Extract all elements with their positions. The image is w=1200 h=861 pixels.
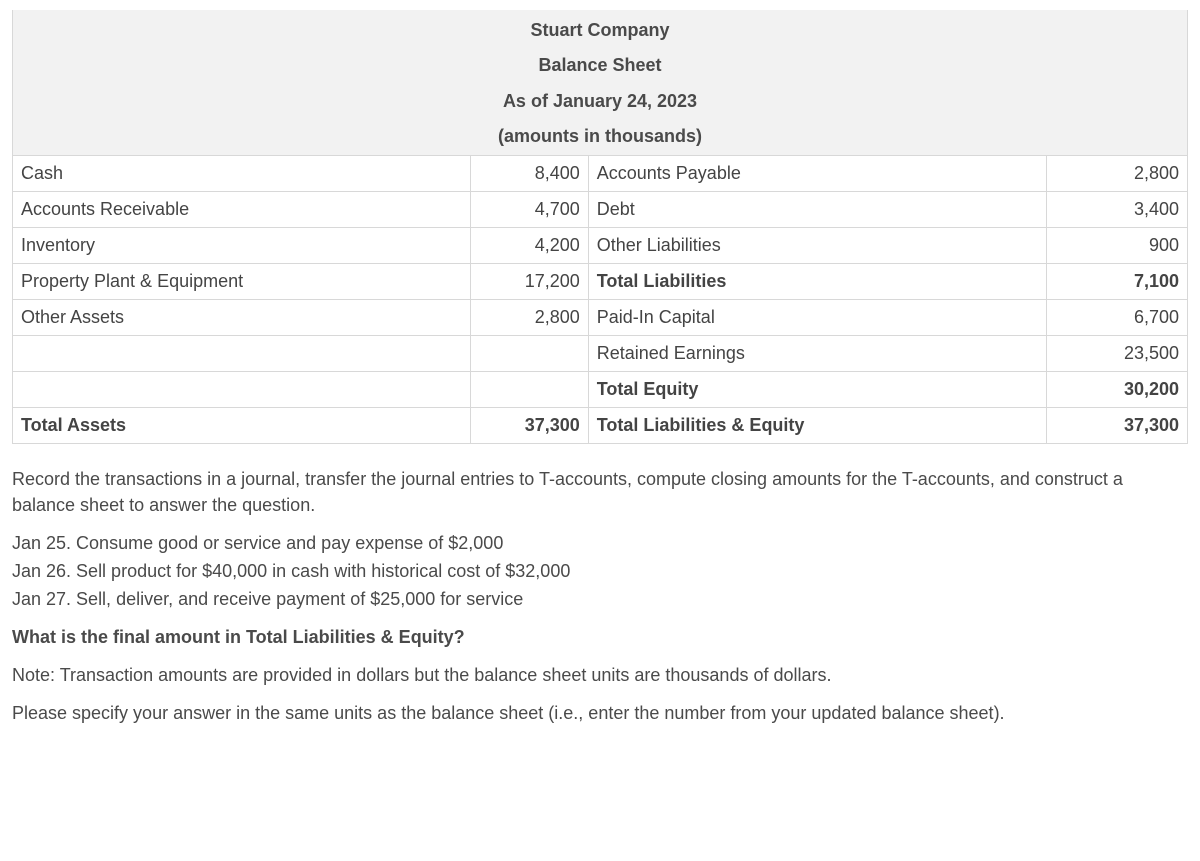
liab-equity-label: Total Liabilities & Equity [588,407,1046,443]
liab-equity-value: 900 [1047,227,1188,263]
doc-title: Balance Sheet [13,47,1188,83]
balance-sheet-table: Stuart Company Balance Sheet As of Janua… [12,10,1188,444]
liab-equity-label: Accounts Payable [588,155,1046,191]
liab-equity-label: Retained Earnings [588,335,1046,371]
liab-equity-value: 2,800 [1047,155,1188,191]
liab-equity-value: 6,700 [1047,299,1188,335]
asset-value: 17,200 [471,263,589,299]
liab-equity-value: 3,400 [1047,191,1188,227]
asset-label: Other Assets [13,299,471,335]
asset-label: Cash [13,155,471,191]
table-row: Total Equity30,200 [13,371,1188,407]
asset-label: Inventory [13,227,471,263]
liab-equity-label: Total Liabilities [588,263,1046,299]
table-row: Accounts Receivable4,700Debt3,400 [13,191,1188,227]
table-row: Other Assets2,800Paid-In Capital6,700 [13,299,1188,335]
liab-equity-label: Debt [588,191,1046,227]
asset-label [13,335,471,371]
question-text: What is the final amount in Total Liabil… [12,624,1188,650]
asset-label [13,371,471,407]
liab-equity-value: 30,200 [1047,371,1188,407]
transaction-line: Jan 25. Consume good or service and pay … [12,530,1188,556]
asset-value: 8,400 [471,155,589,191]
liab-equity-label: Paid-In Capital [588,299,1046,335]
instructions-block: Record the transactions in a journal, tr… [12,466,1188,727]
asset-value [471,335,589,371]
transaction-line: Jan 26. Sell product for $40,000 in cash… [12,558,1188,584]
table-row: Property Plant & Equipment17,200Total Li… [13,263,1188,299]
liab-equity-value: 37,300 [1047,407,1188,443]
asset-value [471,371,589,407]
table-row: Inventory4,200Other Liabilities900 [13,227,1188,263]
liab-equity-value: 7,100 [1047,263,1188,299]
asset-label: Total Assets [13,407,471,443]
as-of-date: As of January 24, 2023 [13,83,1188,119]
liab-equity-value: 23,500 [1047,335,1188,371]
liab-equity-label: Other Liabilities [588,227,1046,263]
units-note: (amounts in thousands) [13,119,1188,155]
closing-text: Please specify your answer in the same u… [12,700,1188,726]
transaction-line: Jan 27. Sell, deliver, and receive payme… [12,586,1188,612]
asset-value: 4,200 [471,227,589,263]
company-name: Stuart Company [13,10,1188,47]
asset-value: 37,300 [471,407,589,443]
asset-label: Accounts Receivable [13,191,471,227]
table-row: Cash8,400Accounts Payable2,800 [13,155,1188,191]
note-text: Note: Transaction amounts are provided i… [12,662,1188,688]
asset-label: Property Plant & Equipment [13,263,471,299]
asset-value: 4,700 [471,191,589,227]
table-row: Total Assets37,300Total Liabilities & Eq… [13,407,1188,443]
instructions-para: Record the transactions in a journal, tr… [12,466,1188,518]
liab-equity-label: Total Equity [588,371,1046,407]
asset-value: 2,800 [471,299,589,335]
table-row: Retained Earnings23,500 [13,335,1188,371]
